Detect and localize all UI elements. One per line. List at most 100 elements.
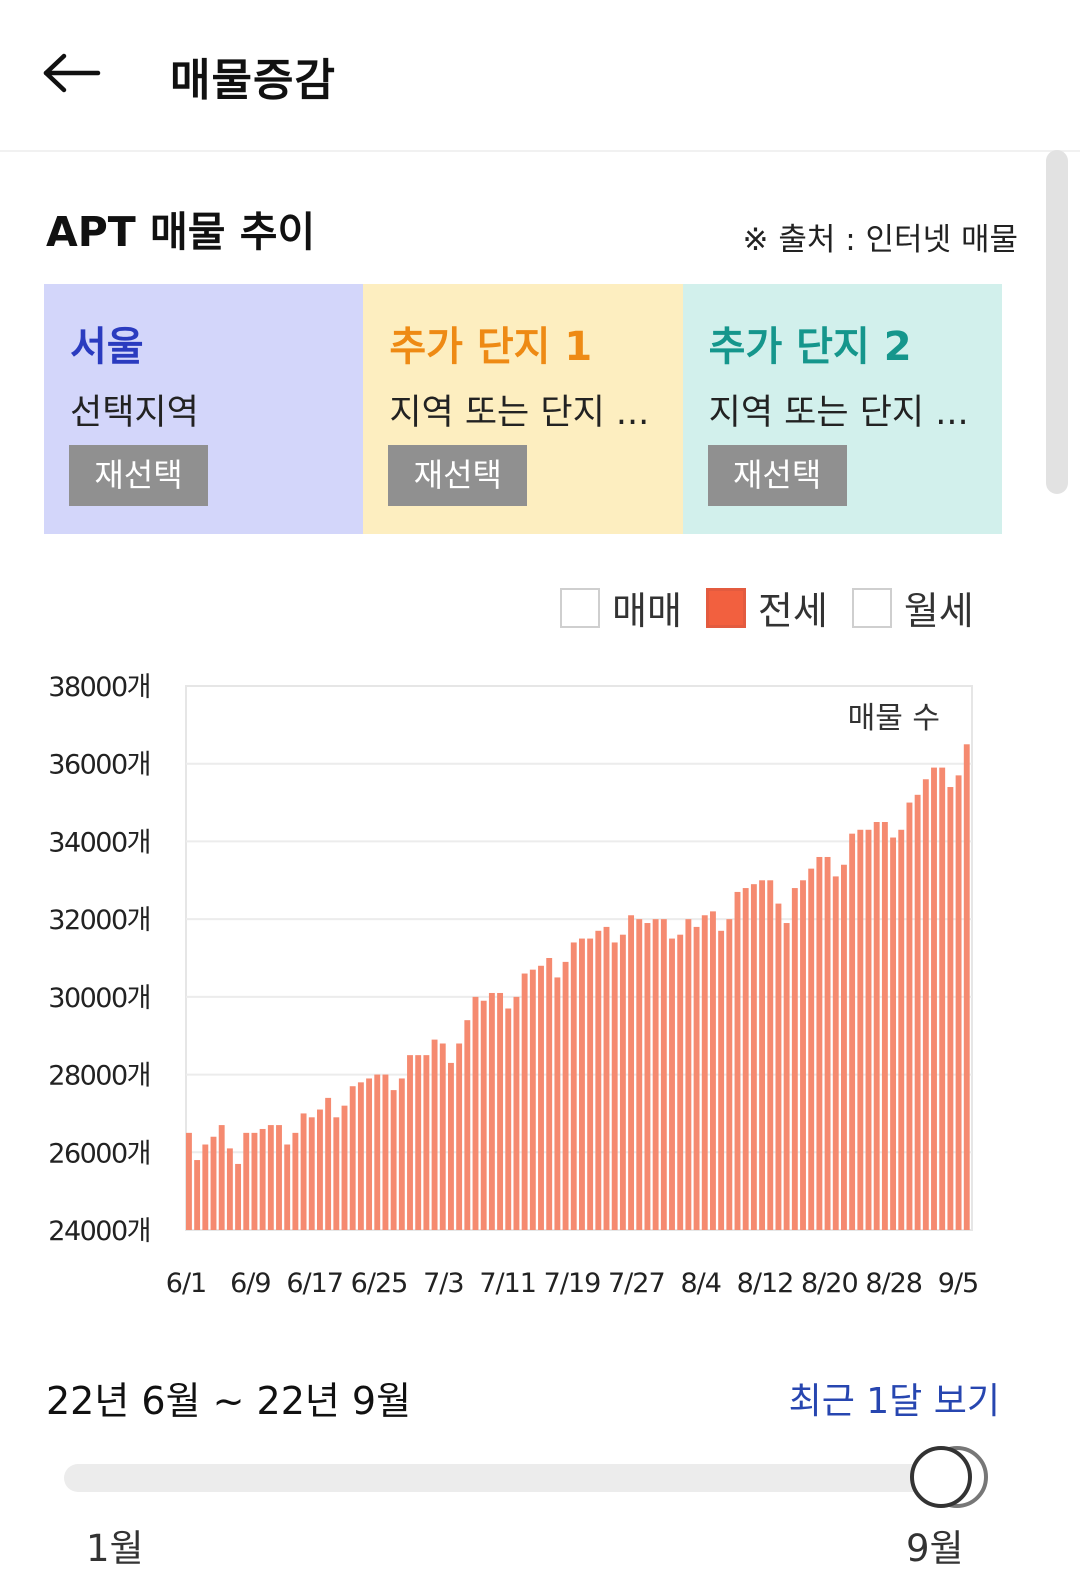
bar [341,1105,348,1230]
bar [554,977,561,1230]
bar [513,996,520,1230]
bar [685,919,692,1230]
bar [431,1039,438,1230]
arrow-left-icon[interactable] [40,48,102,98]
bar [669,938,675,1230]
y-tick-label: 34000개 [48,827,150,858]
bar [628,915,635,1230]
x-tick-label: 6/9 [230,1268,270,1299]
bar [521,973,528,1230]
legend-label: 월세 [903,589,974,633]
x-tick-label: 6/1 [166,1268,206,1299]
bar [235,1163,242,1230]
bar [415,1055,422,1230]
y-tick-label: 36000개 [48,750,150,781]
chart-series-label: 매물 수 [848,701,940,736]
checkbox-icon[interactable] [705,587,746,628]
panel-name: 서울 [70,324,144,370]
source-note: ※ 출처 : 인터넷 매물 [742,222,1018,258]
page-title: 매물증감 [170,55,336,106]
panel-subtitle: 지역 또는 단지 ... [389,393,650,433]
slider-handle[interactable] [910,1446,972,1508]
bar [914,794,921,1230]
bar [448,1062,454,1230]
bar [366,1078,373,1230]
bar [767,880,774,1230]
bar [963,744,970,1230]
bar [791,888,798,1230]
legend-jeonse[interactable]: 전세 [705,580,828,635]
x-tick-label: 7/19 [544,1268,601,1299]
date-range: 22년 6월 ~ 22년 9월 [46,1379,412,1423]
bar [292,1132,299,1230]
region-panels: 서울 선택지역 재선택 추가 단지 1 지역 또는 단지 ... 재선택 추가 … [44,284,1002,534]
bar [570,942,577,1230]
panel-complex-2: 추가 단지 2 지역 또는 단지 ... 재선택 [682,284,1002,534]
chart-legend: 매매 전세 월세 [560,580,998,635]
bar [906,802,913,1230]
bar [718,930,725,1230]
bar [890,837,897,1230]
x-tick-label: 8/20 [801,1268,858,1299]
panel-name: 추가 단지 1 [389,324,593,370]
bar [226,1148,233,1230]
checkbox-icon[interactable] [851,587,892,628]
bar [677,934,684,1230]
bar [186,1132,192,1230]
bar [800,880,806,1230]
panel-seoul: 서울 선택지역 재선택 [44,284,364,534]
recent-month-link[interactable]: 최근 1달 보기 [788,1381,1000,1422]
bar [849,833,856,1230]
bar [284,1144,291,1230]
y-tick-label: 38000개 [48,672,150,703]
legend-monthly[interactable]: 월세 [851,580,974,635]
bar [276,1125,282,1230]
bar [619,934,626,1230]
bar [210,1136,217,1230]
bar [808,868,815,1230]
bar [529,969,536,1230]
bar [259,1128,266,1230]
panel-complex-1: 추가 단지 1 지역 또는 단지 ... 재선택 [363,284,683,534]
bar [382,1074,389,1230]
bar [325,1097,332,1230]
legend-label: 전세 [757,589,828,633]
bar [267,1125,274,1230]
bar [562,961,569,1230]
legend-sale[interactable]: 매매 [560,580,682,635]
bar [660,919,667,1230]
bar [931,767,937,1230]
slider-min-label: 1월 [86,1527,144,1570]
x-tick-label: 8/28 [865,1268,922,1299]
period-slider-track[interactable] [64,1464,964,1492]
bar [939,767,946,1230]
bar [759,880,766,1230]
reselect-button[interactable]: 재선택 [388,445,528,506]
bar [194,1160,201,1230]
bar [300,1113,307,1230]
panel-subtitle: 지역 또는 단지 ... [708,393,969,433]
x-tick-label: 7/27 [608,1268,665,1299]
reselect-button[interactable]: 재선택 [69,445,208,506]
bar [603,926,610,1230]
bar [308,1117,315,1230]
bar [423,1055,430,1230]
bar [644,923,651,1230]
scrollbar[interactable] [1046,150,1068,494]
bar [374,1074,381,1230]
y-tick-label: 28000개 [48,1061,150,1092]
bar [841,864,847,1230]
y-tick-label: 26000개 [48,1138,150,1169]
checkbox-icon[interactable] [560,587,600,628]
bar [480,1000,487,1230]
bar [898,829,905,1230]
bar [636,919,643,1230]
bar [783,923,790,1230]
x-tick-label: 7/3 [423,1268,463,1299]
panel-subtitle: 선택지역 [70,393,199,433]
panel-name: 추가 단지 2 [708,324,912,370]
bar [546,958,553,1230]
bar [873,822,880,1230]
reselect-button[interactable]: 재선택 [707,445,847,506]
section-title: APT 매물 추이 [46,208,316,256]
